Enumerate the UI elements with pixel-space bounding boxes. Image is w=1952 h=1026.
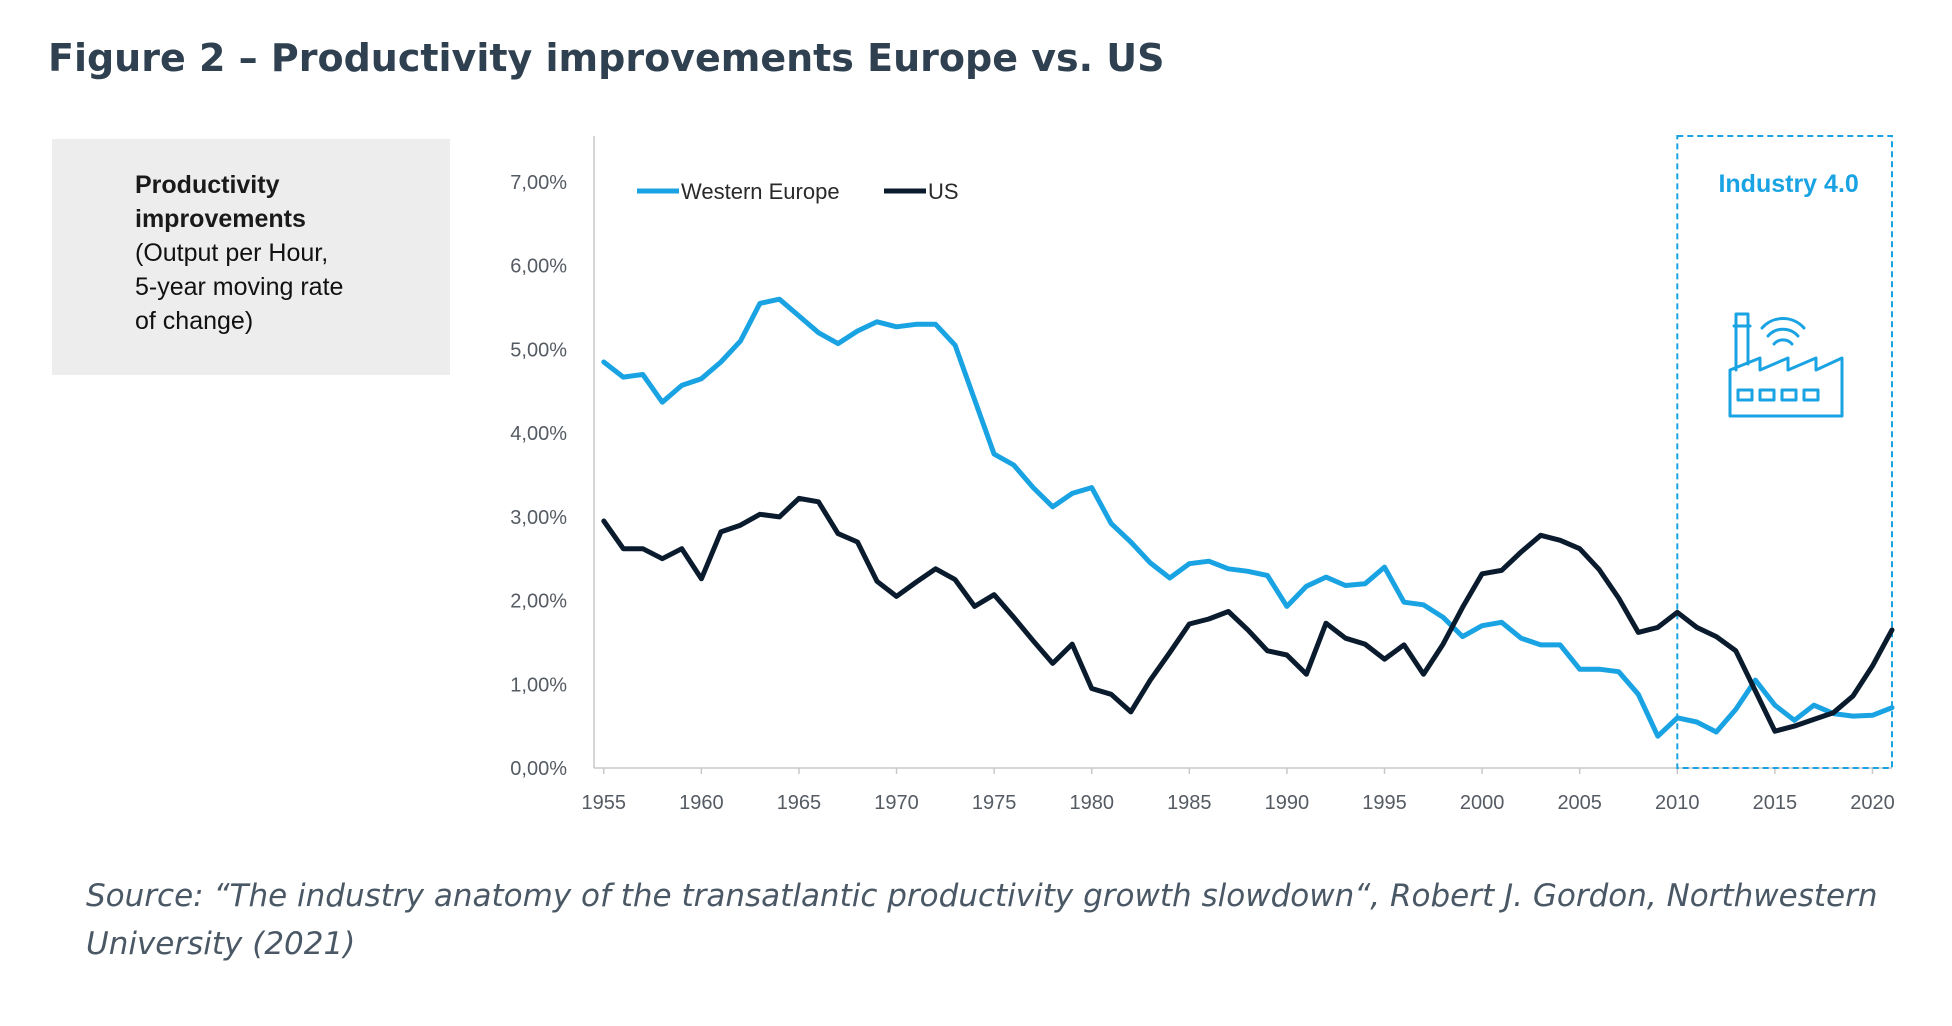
note-line-2: improvements bbox=[135, 205, 306, 233]
series-line-western-europe bbox=[601, 296, 1895, 739]
series-line-us bbox=[601, 495, 1895, 734]
x-tick-label: 1965 bbox=[777, 792, 822, 814]
factory-body bbox=[1728, 356, 1844, 418]
factory-window bbox=[1802, 388, 1820, 402]
note-line-3: (Output per Hour, bbox=[135, 239, 329, 267]
x-tick-label: 1955 bbox=[582, 792, 627, 814]
x-tick-label: 2020 bbox=[1850, 792, 1895, 814]
y-tick-label: 5,00% bbox=[510, 339, 567, 361]
chart-legend: Western Europe US bbox=[637, 179, 959, 204]
figure-title: Figure 2 – Productivity improvements Eur… bbox=[48, 36, 1165, 80]
y-tick-label: 3,00% bbox=[510, 507, 567, 529]
wifi-arc-large bbox=[1760, 317, 1806, 330]
y-tick-label: 2,00% bbox=[510, 591, 567, 613]
x-tick-label: 1995 bbox=[1362, 792, 1407, 814]
wifi-arc-small bbox=[1772, 338, 1794, 346]
x-tick-label: 1970 bbox=[874, 792, 919, 814]
x-tick-label: 2000 bbox=[1460, 792, 1505, 814]
y-tick-label: 1,00% bbox=[510, 674, 567, 696]
x-tick-label: 1985 bbox=[1167, 792, 1212, 814]
x-tick-label: 1980 bbox=[1069, 792, 1114, 814]
industry-highlight: Industry 4.0 bbox=[1676, 135, 1893, 769]
y-tick-label: 7,00% bbox=[510, 172, 567, 194]
x-tick-label: 1990 bbox=[1265, 792, 1310, 814]
source-citation: Source: “The industry anatomy of the tra… bbox=[86, 878, 1878, 962]
factory-chimney bbox=[1734, 312, 1750, 372]
y-tick-label: 0,00% bbox=[510, 758, 567, 780]
factory-window bbox=[1758, 388, 1776, 402]
legend-label-western-europe: Western Europe bbox=[681, 179, 840, 204]
chart-series bbox=[601, 296, 1895, 739]
x-tick-label: 2010 bbox=[1655, 792, 1700, 814]
x-tick-label: 2005 bbox=[1557, 792, 1602, 814]
note-line-1: Productivity bbox=[135, 171, 280, 199]
note-line-5: of change) bbox=[135, 307, 254, 335]
x-tick-label: 1960 bbox=[679, 792, 724, 814]
legend-label-us: US bbox=[928, 179, 959, 204]
y-tick-label: 6,00% bbox=[510, 256, 567, 278]
industry-highlight-label: Industry 4.0 bbox=[1718, 170, 1858, 198]
chart-note: Productivity improvements (Output per Ho… bbox=[135, 168, 343, 338]
factory-window bbox=[1780, 388, 1798, 402]
industry-highlight-box bbox=[1676, 135, 1893, 769]
y-tick-label: 4,00% bbox=[510, 423, 567, 445]
chart-note-box: Productivity improvements (Output per Ho… bbox=[52, 139, 450, 375]
factory-window bbox=[1736, 388, 1754, 402]
x-tick-label: 1975 bbox=[972, 792, 1017, 814]
chart-axes: 0,00% 1,00% 2,00% 3,00% 4,00% 5,00% 6,00% 7,00%… bbox=[510, 136, 1895, 814]
wifi-arc-medium bbox=[1766, 327, 1800, 338]
note-line-4: 5-year moving rate bbox=[135, 273, 344, 301]
smart-factory-icon bbox=[1728, 312, 1844, 418]
x-tick-label: 2015 bbox=[1753, 792, 1798, 814]
